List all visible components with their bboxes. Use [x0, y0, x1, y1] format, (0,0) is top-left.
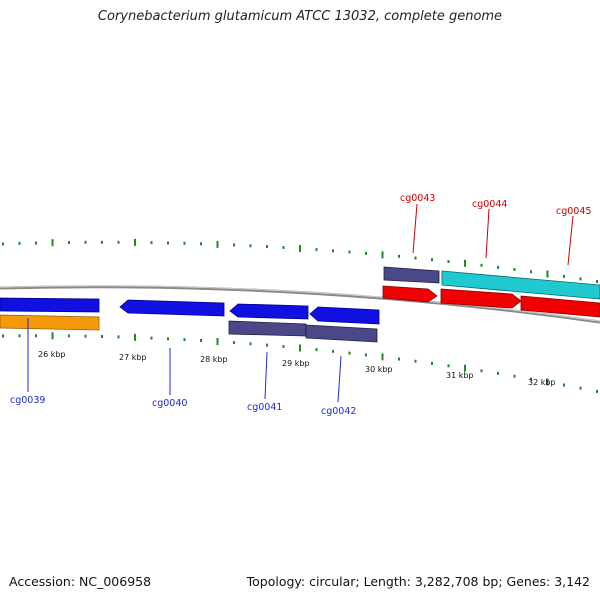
gene-arrow-cg0042[interactable] — [309, 306, 380, 325]
scale-label: 29 kbp — [282, 359, 310, 368]
leader-cg0042 — [337, 355, 342, 403]
gene-labels: cg0039 cg0040 cg0041 cg0042 cg0043 cg004… — [10, 193, 591, 417]
gene-arrow-cg0044[interactable] — [440, 288, 522, 309]
genome-backbone-highlight — [0, 285, 600, 322]
gene-label-cg0042[interactable]: cg0042 — [321, 406, 356, 417]
scale-label: 32 kbp — [528, 378, 556, 387]
gene-label-leaders — [27, 203, 574, 403]
gene-arrow-cg0045[interactable] — [520, 295, 600, 318]
scale-label: 26 kbp — [38, 350, 66, 359]
gene-feature-cg0044-cyan[interactable] — [441, 270, 600, 300]
gene-arrow-cg0040[interactable] — [119, 299, 225, 317]
gene-arrow-cg0039[interactable] — [0, 297, 100, 313]
leader-cg0045 — [567, 215, 574, 266]
gene-label-cg0039[interactable]: cg0039 — [10, 395, 45, 406]
scale-label: 30 kbp — [365, 365, 393, 374]
scale-ticks — [2, 238, 598, 393]
gene-feature-slate-1[interactable] — [228, 320, 307, 337]
scale-label: 28 kbp — [200, 355, 228, 364]
gene-label-cg0044[interactable]: cg0044 — [472, 199, 507, 210]
leader-cg0041 — [264, 351, 268, 400]
accession-label: Accession: NC_006958 — [9, 574, 152, 589]
gene-label-cg0043[interactable]: cg0043 — [400, 193, 435, 204]
map-title: Corynebacterium glutamicum ATCC 13032, c… — [97, 9, 503, 24]
leader-cg0043 — [412, 203, 418, 254]
gene-arrow-cg0041[interactable] — [229, 303, 309, 320]
gene-label-cg0045[interactable]: cg0045 — [556, 206, 591, 217]
gene-arrow-cg0043[interactable] — [382, 285, 438, 303]
genome-summary: Topology: circular; Length: 3,282,708 bp… — [246, 574, 590, 589]
gene-label-cg0040[interactable]: cg0040 — [152, 398, 187, 409]
gene-feature-orange[interactable] — [0, 314, 100, 331]
scale-labels: 26 kbp 27 kbp 28 kbp 29 kbp 30 kbp 31 kb… — [38, 350, 556, 387]
scale-label: 31 kbp — [446, 371, 474, 380]
genome-backbone — [0, 285, 600, 324]
gene-feature-slate-3[interactable] — [383, 266, 440, 284]
scale-label: 27 kbp — [119, 353, 147, 362]
gene-label-cg0041[interactable]: cg0041 — [247, 402, 282, 413]
gene-feature-slate-2[interactable] — [305, 324, 378, 343]
leader-cg0044 — [485, 208, 490, 259]
